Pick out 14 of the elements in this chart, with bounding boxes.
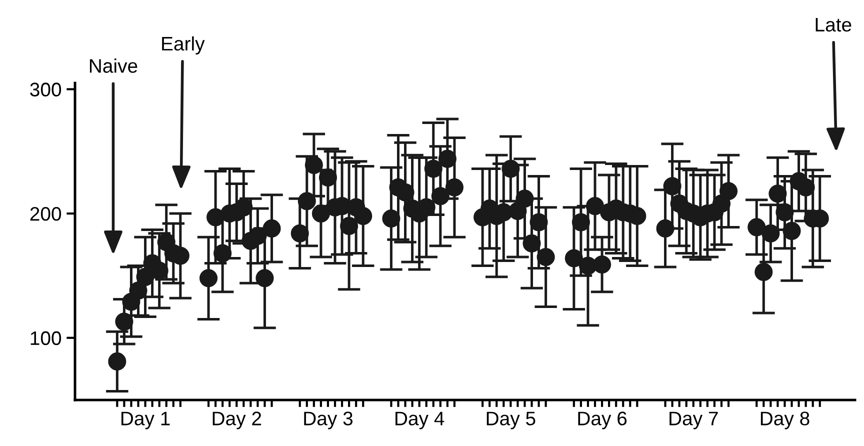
text: Late bbox=[816, 18, 852, 32]
x-tick-label: Day 8 bbox=[760, 412, 810, 430]
y-tick-label: 100 bbox=[30, 331, 62, 346]
x-tick-label: Day 4 bbox=[396, 412, 444, 430]
text: Naive bbox=[90, 58, 138, 73]
x-tick-label: Day 3 bbox=[304, 412, 353, 430]
y-tick-label: 300 bbox=[30, 82, 62, 96]
x-tick-label: Day 7 bbox=[670, 412, 718, 430]
x-tick-label: Day 1 bbox=[121, 412, 170, 430]
x-tick-label: Day 6 bbox=[578, 412, 627, 430]
x-tick-label: Day 2 bbox=[212, 412, 262, 430]
text: Early bbox=[162, 36, 205, 54]
y-tick-label: 200 bbox=[30, 206, 62, 221]
x-tick-label: Day 5 bbox=[486, 412, 536, 430]
